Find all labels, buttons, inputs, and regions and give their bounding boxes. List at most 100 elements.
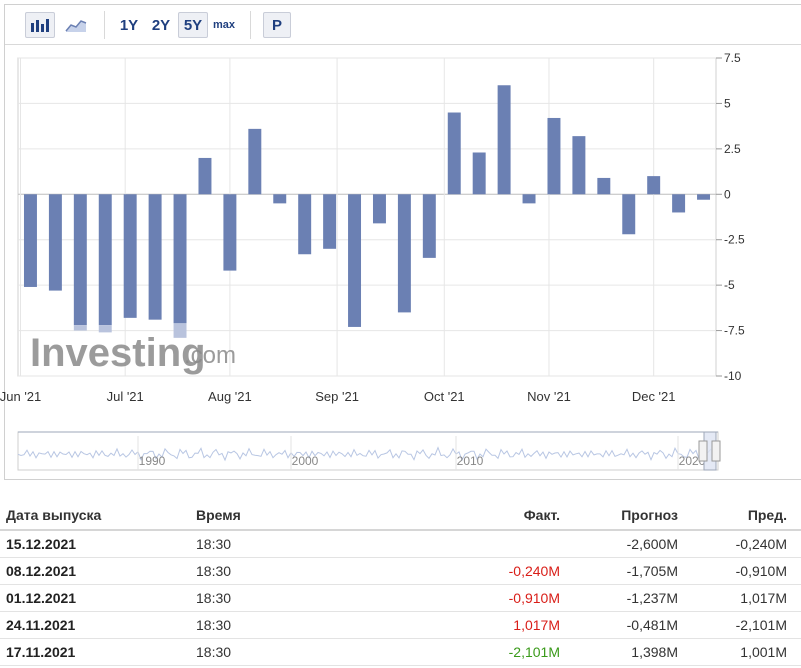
toolbar-separator: [104, 11, 105, 39]
navigator-tick-label: 2000: [292, 454, 319, 468]
row-date: 01.12.2021: [0, 584, 190, 612]
bar: [223, 194, 237, 271]
p-button-label: P: [271, 16, 282, 34]
bar-chart-button[interactable]: [25, 12, 55, 38]
y-tick-label: 0: [724, 187, 731, 201]
table-row: 15.12.2021 18:30 -2,600M -0,240M: [0, 530, 801, 558]
investing-watermark: Investing .com: [30, 331, 236, 375]
bar-chart-icon: [31, 19, 49, 32]
navigator[interactable]: 1990 2000 2010 2020: [17, 431, 721, 471]
row-date: 24.11.2021: [0, 611, 190, 639]
bar: [622, 194, 636, 235]
area-chart-icon: [65, 20, 87, 32]
chart-grid: [17, 57, 717, 377]
row-previous: 1,001M: [692, 638, 801, 666]
bar: [372, 194, 386, 224]
bar: [323, 194, 337, 249]
navigator-left-handle[interactable]: [698, 440, 708, 462]
x-tick-label: Oct '21: [424, 389, 465, 404]
row-previous: 1,017M: [692, 584, 801, 612]
bar: [572, 136, 586, 195]
x-tick-label: Jul '21: [107, 389, 144, 404]
row-forecast: -0,481M: [574, 611, 692, 639]
bar: [547, 117, 561, 195]
header-forecast[interactable]: Прогноз: [574, 500, 692, 531]
header-actual[interactable]: Факт.: [450, 500, 574, 531]
navigator-series-line: [17, 446, 712, 462]
row-previous: -0,240M: [692, 530, 801, 558]
bar: [697, 194, 711, 200]
bar: [273, 194, 287, 204]
row-date: 08.12.2021: [0, 557, 190, 585]
watermark-suffix: .com: [184, 342, 236, 369]
row-forecast: 1,398M: [574, 638, 692, 666]
x-tick-label: Dec '21: [632, 389, 676, 404]
range-5y-button[interactable]: 5Y: [178, 12, 208, 38]
row-date: 17.11.2021: [0, 638, 190, 666]
navigator-frame: [17, 431, 719, 471]
y-tick-label: 7.5: [724, 51, 741, 65]
bar-series: [23, 85, 711, 338]
bar: [98, 325, 112, 333]
row-time: 18:30: [190, 611, 450, 639]
chart-toolbar: 1Y 2Y 5Y max P: [5, 5, 801, 45]
row-actual: [450, 530, 574, 558]
table-body: 15.12.2021 18:30 -2,600M -0,240M 08.12.2021 1…: [0, 530, 801, 666]
y-tick-label: -7.5: [724, 324, 745, 338]
range-2y-label: 2Y: [151, 16, 171, 34]
row-forecast: -1,705M: [574, 557, 692, 585]
bar: [422, 194, 436, 258]
table-row: 17.11.2021 18:30 -2,101M 1,398M 1,001M: [0, 638, 801, 666]
table-row: 08.12.2021 18:30 -0,240M -1,705M -0,910M: [0, 557, 801, 585]
x-tick-label: Nov '21: [527, 389, 571, 404]
header-time[interactable]: Время: [190, 500, 450, 531]
table-row: 01.12.2021 18:30 -0,910M -1,237M 1,017M: [0, 584, 801, 612]
bar: [672, 194, 686, 213]
p-button[interactable]: P: [263, 12, 291, 38]
bar: [647, 176, 661, 195]
navigator-tick-label: 1990: [139, 454, 166, 468]
x-tick-label: Aug '21: [208, 389, 252, 404]
bar: [472, 152, 486, 195]
row-date: 15.12.2021: [0, 530, 190, 558]
bar: [98, 194, 112, 326]
y-tick-label: -10: [724, 369, 742, 383]
row-previous: -0,910M: [692, 557, 801, 585]
y-tick-label: -5: [724, 278, 735, 292]
range-2y-button[interactable]: 2Y: [147, 12, 175, 38]
bar: [248, 128, 262, 195]
area-chart-button[interactable]: [61, 12, 91, 38]
navigator-tick-label: 2010: [457, 454, 484, 468]
row-forecast: -1,237M: [574, 584, 692, 612]
header-date[interactable]: Дата выпуска: [0, 500, 190, 531]
bar: [148, 194, 162, 320]
bar-chart: Investing .com 7.5 5 2.5 0 -2.5 -5 -7.5 -10 Jun…: [0, 51, 745, 471]
range-5y-label: 5Y: [183, 16, 203, 34]
data-table: Дата выпуска Время Факт. Прогноз Пред. 1…: [0, 500, 801, 666]
row-actual: -0,240M: [450, 557, 574, 585]
navigator-right-handle[interactable]: [711, 440, 721, 462]
bar: [348, 194, 362, 327]
bar: [597, 177, 611, 195]
range-1y-button[interactable]: 1Y: [115, 12, 143, 38]
bar: [48, 194, 62, 291]
table-header-row: Дата выпуска Время Факт. Прогноз Пред.: [0, 500, 801, 531]
bar: [397, 194, 411, 313]
bar: [173, 323, 187, 338]
row-actual: -2,101M: [450, 638, 574, 666]
row-time: 18:30: [190, 638, 450, 666]
y-tick-label: 5: [724, 96, 731, 110]
y-axis: 7.5 5 2.5 0 -2.5 -5 -7.5 -10: [716, 51, 745, 383]
row-actual: -0,910M: [450, 584, 574, 612]
bar: [73, 325, 87, 331]
row-time: 18:30: [190, 530, 450, 558]
range-max-label: max: [212, 19, 236, 31]
bar: [123, 194, 137, 318]
bar: [298, 194, 312, 255]
header-previous[interactable]: Пред.: [692, 500, 801, 531]
watermark-brand: Investing: [30, 331, 206, 375]
x-tick-label: Jun '21: [0, 389, 41, 404]
range-max-button[interactable]: max: [210, 12, 238, 38]
x-tick-label: Sep '21: [315, 389, 359, 404]
row-time: 18:30: [190, 584, 450, 612]
